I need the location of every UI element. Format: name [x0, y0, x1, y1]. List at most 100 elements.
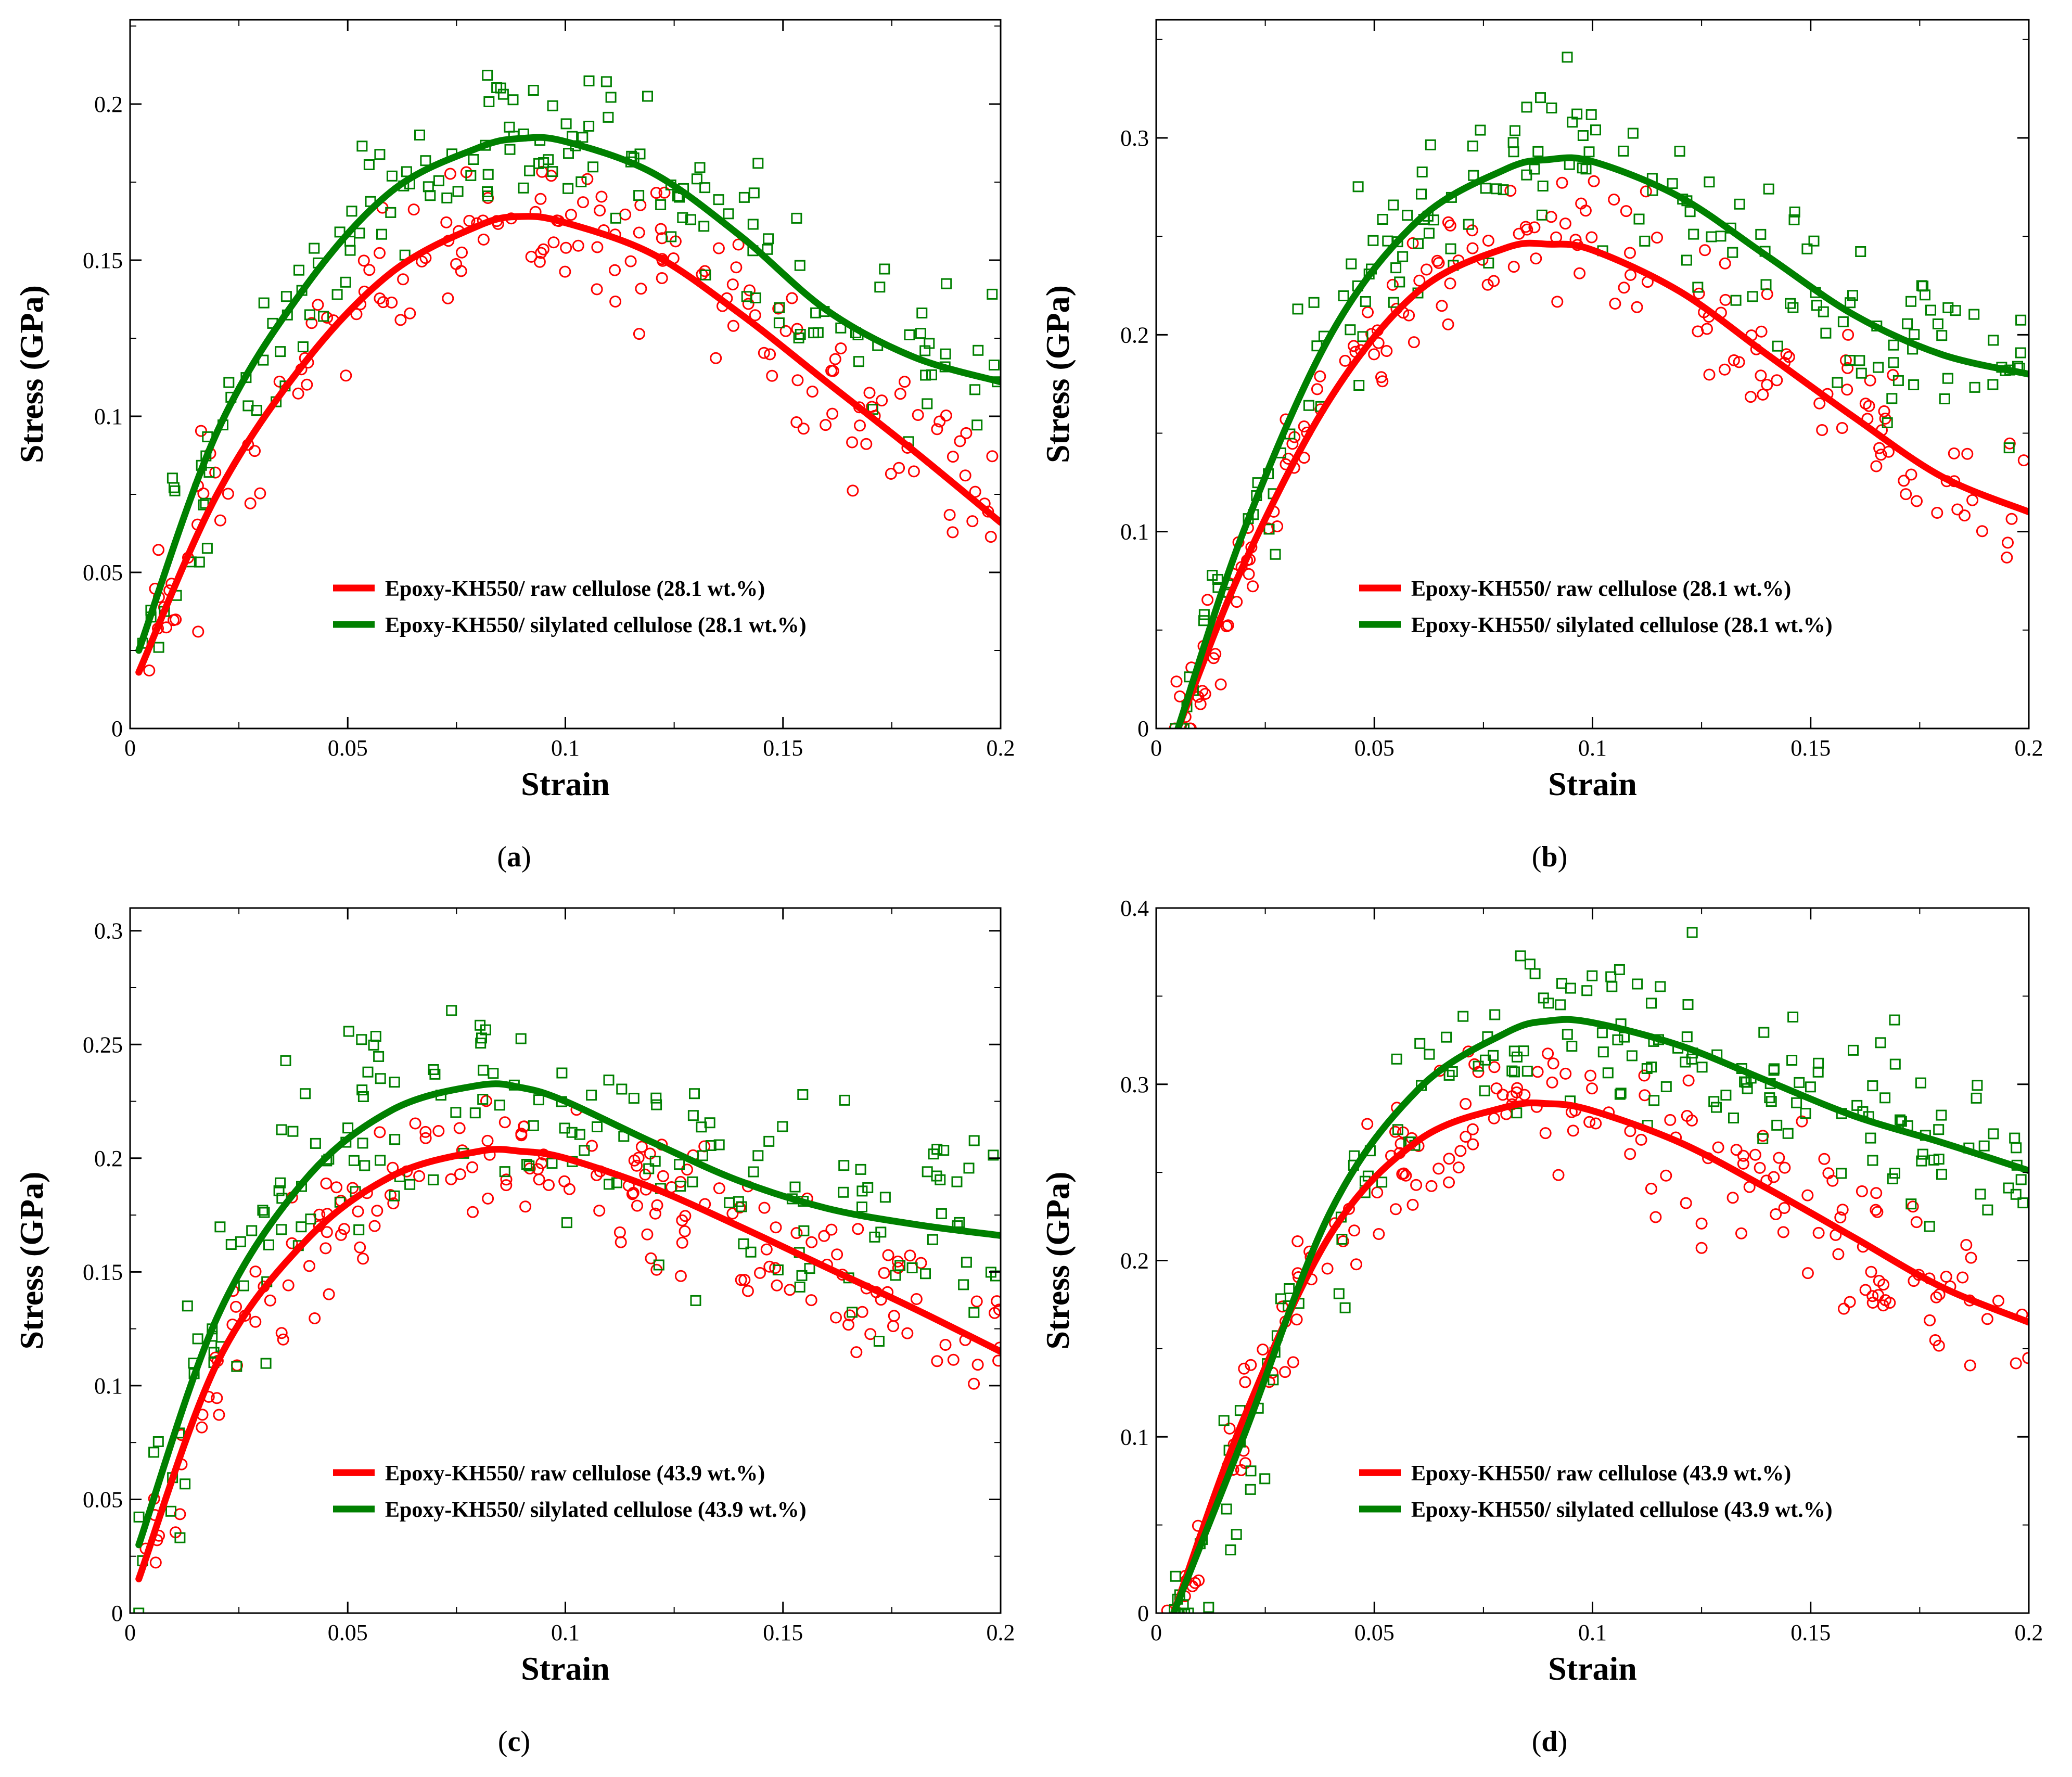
scatter-point-silylated: [1818, 306, 1829, 317]
scatter-point-silylated: [1920, 289, 1930, 301]
scatter-point-raw: [1836, 1204, 1849, 1216]
scatter-point-raw: [864, 1328, 877, 1340]
scatter-point-raw: [968, 1377, 980, 1390]
scatter-point-silylated: [1292, 303, 1303, 315]
scatter-point-silylated: [465, 170, 477, 181]
scatter-point-silylated: [1766, 1096, 1777, 1107]
scatter-point-raw: [305, 317, 318, 329]
scatter-point-raw: [1911, 495, 1923, 507]
scatter-point-silylated: [1715, 231, 1726, 242]
scatter-point-silylated: [1176, 1607, 1187, 1613]
caption-letter: d: [1541, 1725, 1557, 1758]
scatter-point-raw: [1841, 362, 1854, 374]
scatter-point-raw: [1194, 698, 1207, 710]
scatter-point-silylated: [804, 1263, 815, 1274]
x-tick-label: 0.1: [1578, 1620, 1607, 1645]
scatter-point-raw: [635, 283, 647, 295]
scatter-point-silylated: [600, 76, 612, 87]
scatter-point-silylated: [251, 405, 262, 416]
scatter-point-silylated: [894, 1260, 906, 1271]
scatter-point-raw: [591, 241, 604, 253]
scatter-point-silylated: [1727, 247, 1738, 258]
scatter-point-silylated: [689, 1088, 700, 1100]
scatter-point-raw: [1481, 278, 1494, 291]
scatter-point-raw: [477, 233, 490, 246]
scatter-point-raw: [1640, 185, 1652, 198]
scatter-point-raw: [1755, 369, 1767, 382]
caption-close: ): [1558, 841, 1568, 873]
scatter-point-silylated: [1908, 379, 1920, 390]
scatter-point-silylated: [1585, 109, 1597, 120]
scatter-point-raw: [1749, 1148, 1761, 1161]
scatter-point-raw: [939, 1339, 952, 1351]
scatter-point-raw: [758, 1201, 771, 1214]
scatter-point-silylated: [1587, 970, 1598, 981]
scatter-point-raw: [1271, 520, 1284, 532]
scatter-point-raw: [1870, 460, 1883, 472]
scatter-point-silylated: [926, 369, 937, 380]
scatter-point-silylated: [1245, 1465, 1257, 1477]
scatter-point-silylated: [1508, 146, 1519, 158]
x-axis-title: Strain: [1548, 765, 1637, 802]
scatter-point-silylated: [1787, 1012, 1799, 1022]
scatter-point-raw: [413, 1170, 426, 1182]
scatter-point-silylated: [1982, 1204, 1993, 1216]
scatter-point-silylated: [1655, 981, 1666, 992]
scatter-point-raw: [1624, 247, 1636, 259]
scatter-point-silylated: [931, 1144, 943, 1155]
scatter-point-silylated: [1618, 145, 1629, 157]
scatter-point-silylated: [696, 1121, 707, 1133]
scatter-point-silylated: [343, 1026, 354, 1037]
scatter-point-silylated: [201, 543, 213, 554]
fit-line-silylated: [135, 1080, 1001, 1549]
scatter-point-silylated: [370, 1031, 381, 1042]
scatter-point-raw: [197, 487, 210, 500]
scatter-point-silylated: [1413, 238, 1424, 249]
scatter-point-raw: [445, 1173, 457, 1185]
scatter-point-raw: [1730, 1144, 1743, 1156]
scatter-point-silylated: [616, 1083, 628, 1095]
scatter-point-silylated: [375, 1073, 386, 1084]
scatter-point-silylated: [297, 341, 309, 352]
scatter-point-raw: [1223, 1422, 1236, 1435]
scatter-point-raw: [1608, 194, 1620, 206]
scatter-point-raw: [565, 209, 577, 221]
scatter-point-silylated: [231, 1361, 242, 1372]
scatter-point-silylated: [574, 1129, 585, 1140]
scatter-point-raw: [1361, 1118, 1374, 1130]
scatter-point-silylated: [1889, 1014, 1900, 1026]
scatter-point-silylated: [1388, 297, 1399, 308]
scatter-point-raw: [1238, 1362, 1250, 1375]
scatter-point-raw: [397, 273, 410, 286]
scatter-point-silylated: [1259, 1473, 1271, 1485]
scatter-point-raw: [843, 1309, 856, 1322]
scatter-point-raw: [481, 1134, 494, 1147]
scatter-point-silylated: [989, 360, 1000, 370]
scatter-point-silylated: [356, 1084, 368, 1096]
scatter-point-silylated: [1972, 1080, 1983, 1091]
y-tick-label: 0.4: [1120, 896, 1149, 921]
scatter-point-raw: [830, 1311, 842, 1324]
scatter-point-raw: [1460, 1098, 1472, 1110]
scatter-point-silylated: [774, 302, 785, 313]
scatter-points-c: [133, 1005, 1001, 1613]
scatter-point-raw: [419, 1132, 432, 1144]
scatter-point-raw: [1546, 1076, 1558, 1089]
scatter-point-raw: [1620, 205, 1632, 218]
scatter-point-raw: [657, 1170, 669, 1182]
scatter-point-silylated: [148, 1447, 160, 1458]
scatter-point-silylated: [1511, 1107, 1523, 1119]
scatter-point-silylated: [1875, 1037, 1886, 1049]
scatter-point-raw: [1425, 1180, 1438, 1192]
scatter-point-raw: [1231, 596, 1243, 608]
scatter-point-raw: [797, 423, 810, 435]
y-tick-label: 0.1: [1120, 519, 1149, 545]
scatter-point-raw: [230, 1300, 242, 1313]
scatter-point-silylated: [916, 308, 928, 318]
scatter-point-silylated: [246, 1225, 258, 1236]
scatter-point-raw: [1373, 1228, 1385, 1240]
scatter-point-raw: [1466, 1123, 1479, 1135]
scatter-point-raw: [547, 236, 560, 249]
scatter-point-silylated: [1905, 296, 1916, 307]
scatter-point-silylated: [1566, 1041, 1578, 1052]
